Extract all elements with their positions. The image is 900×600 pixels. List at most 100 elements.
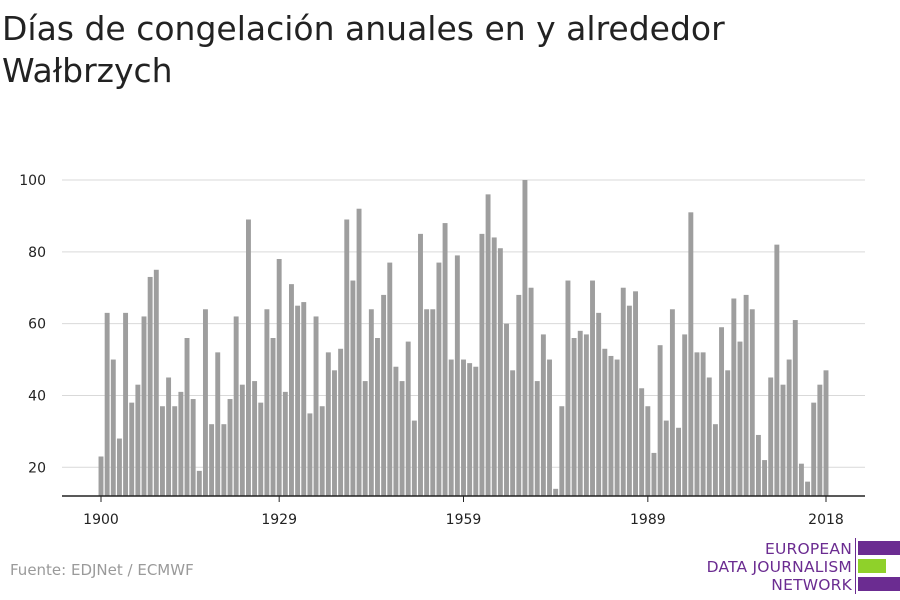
- bar-1934[interactable]: [307, 413, 313, 496]
- bar-1986[interactable]: [626, 305, 632, 496]
- bar-1940[interactable]: [344, 219, 350, 497]
- bar-1992[interactable]: [663, 420, 669, 496]
- bar-1950[interactable]: [405, 341, 411, 496]
- bar-2009[interactable]: [768, 377, 774, 497]
- bar-1998[interactable]: [700, 352, 706, 496]
- bar-1969[interactable]: [522, 180, 528, 496]
- bar-1924[interactable]: [246, 219, 251, 497]
- bar-1904[interactable]: [123, 312, 129, 496]
- bar-1981[interactable]: [596, 312, 602, 496]
- edjnet-logo[interactable]: EUROPEAN DATA JOURNALISM NETWORK: [700, 538, 900, 594]
- bar-1964[interactable]: [491, 237, 497, 497]
- bar-1919[interactable]: [215, 352, 221, 496]
- bar-1917[interactable]: [202, 309, 208, 496]
- bar-1953[interactable]: [424, 309, 430, 496]
- bar-1922[interactable]: [233, 316, 239, 496]
- bar-1990[interactable]: [651, 452, 657, 496]
- bar-2001[interactable]: [719, 327, 725, 496]
- bar-1921[interactable]: [227, 399, 233, 496]
- bar-1952[interactable]: [418, 233, 423, 496]
- bar-1944[interactable]: [368, 309, 374, 496]
- bar-1999[interactable]: [706, 377, 712, 497]
- bar-1914[interactable]: [184, 338, 190, 496]
- bar-1961[interactable]: [473, 366, 479, 496]
- bar-1972[interactable]: [540, 334, 546, 496]
- bar-1927[interactable]: [264, 309, 270, 496]
- bar-1980[interactable]: [590, 280, 595, 496]
- bar-1912[interactable]: [172, 406, 178, 496]
- bar-2013[interactable]: [792, 320, 798, 496]
- bar-1942[interactable]: [356, 208, 362, 496]
- bar-2002[interactable]: [725, 370, 731, 496]
- bar-1977[interactable]: [571, 338, 577, 496]
- bar-1913[interactable]: [178, 391, 184, 496]
- bar-1939[interactable]: [338, 348, 344, 496]
- bar-1909[interactable]: [153, 269, 159, 496]
- bar-1933[interactable]: [301, 302, 307, 496]
- bar-1978[interactable]: [577, 330, 583, 496]
- bar-1967[interactable]: [510, 370, 516, 496]
- bar-1916[interactable]: [196, 470, 202, 496]
- bar-2016[interactable]: [811, 402, 817, 496]
- bar-1958[interactable]: [454, 255, 460, 496]
- bar-1906[interactable]: [135, 384, 141, 496]
- bar-1988[interactable]: [639, 388, 645, 496]
- bar-1926[interactable]: [258, 402, 264, 496]
- bar-1976[interactable]: [565, 280, 571, 496]
- bar-1943[interactable]: [362, 381, 368, 496]
- bar-1937[interactable]: [325, 352, 331, 496]
- bar-1947[interactable]: [387, 262, 393, 496]
- bar-2003[interactable]: [731, 298, 737, 497]
- bar-2007[interactable]: [755, 434, 761, 496]
- bar-1938[interactable]: [332, 370, 337, 496]
- bar-1946[interactable]: [381, 294, 387, 496]
- bar-1908[interactable]: [147, 276, 153, 496]
- bar-1997[interactable]: [694, 352, 700, 496]
- bar-1995[interactable]: [682, 334, 688, 496]
- bar-1993[interactable]: [669, 309, 675, 496]
- bar-1903[interactable]: [116, 438, 122, 496]
- bar-1935[interactable]: [313, 316, 319, 496]
- bar-1971[interactable]: [534, 381, 540, 496]
- bar-1974[interactable]: [553, 488, 559, 496]
- bar-1949[interactable]: [399, 381, 405, 496]
- bar-1987[interactable]: [633, 291, 638, 496]
- bar-1907[interactable]: [141, 316, 147, 496]
- bar-1941[interactable]: [350, 280, 356, 496]
- bar-1920[interactable]: [221, 424, 227, 496]
- bar-1954[interactable]: [430, 309, 436, 496]
- bar-1945[interactable]: [375, 338, 380, 496]
- bar-1928[interactable]: [270, 338, 276, 496]
- bar-1979[interactable]: [583, 334, 589, 496]
- bar-2011[interactable]: [780, 384, 786, 496]
- bar-1962[interactable]: [479, 233, 485, 496]
- bar-2010[interactable]: [774, 244, 780, 496]
- bar-1960[interactable]: [467, 363, 473, 496]
- bar-1900[interactable]: [98, 456, 104, 497]
- bar-2018[interactable]: [823, 370, 829, 496]
- bar-1989[interactable]: [645, 406, 651, 496]
- bar-1930[interactable]: [282, 391, 288, 496]
- bar-1994[interactable]: [676, 427, 681, 496]
- bar-1931[interactable]: [289, 284, 294, 496]
- bar-2008[interactable]: [762, 460, 768, 496]
- bar-1984[interactable]: [614, 359, 620, 496]
- bar-1956[interactable]: [442, 223, 448, 496]
- bar-1991[interactable]: [657, 345, 663, 496]
- bar-1901[interactable]: [104, 312, 110, 496]
- bar-1983[interactable]: [608, 355, 614, 496]
- bar-1957[interactable]: [448, 359, 454, 496]
- bar-1975[interactable]: [559, 406, 565, 496]
- bar-1911[interactable]: [166, 377, 172, 497]
- bar-2012[interactable]: [786, 359, 792, 496]
- bar-1910[interactable]: [159, 406, 165, 496]
- bar-1966[interactable]: [504, 323, 509, 496]
- bar-1959[interactable]: [461, 359, 466, 496]
- bar-1925[interactable]: [252, 381, 258, 496]
- bar-2000[interactable]: [712, 424, 718, 496]
- bar-2004[interactable]: [737, 341, 743, 496]
- bar-1948[interactable]: [393, 366, 399, 496]
- bar-1923[interactable]: [239, 384, 245, 496]
- bar-2005[interactable]: [743, 294, 749, 496]
- bar-1963[interactable]: [485, 194, 491, 496]
